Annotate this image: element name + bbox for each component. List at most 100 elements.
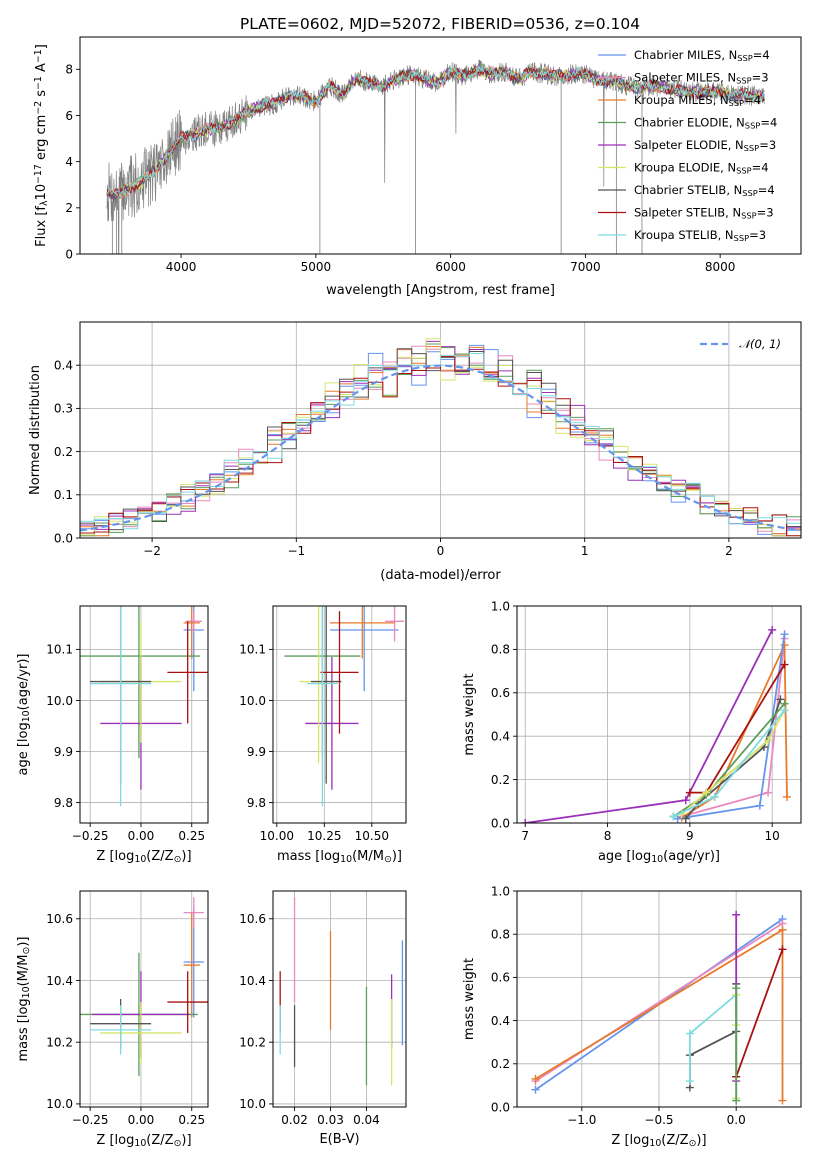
figure-title: PLATE=0602, MJD=52072, FIBERID=0536, z=0… <box>240 15 640 33</box>
x-tick-label: 10.00 <box>260 829 294 843</box>
weight-series <box>732 984 741 1105</box>
weight-marker <box>755 801 764 810</box>
y-tick-label: 0.6 <box>491 686 510 700</box>
x-tick-label: 10 <box>765 829 780 843</box>
legend-entry: Kroupa STELIB, NSSP=3 <box>634 228 766 243</box>
axes-frame <box>79 36 802 255</box>
y-tick-label: 0 <box>65 247 73 261</box>
weight-marker <box>710 792 719 801</box>
x-tick-label: 8 <box>604 829 612 843</box>
axes-frame <box>79 890 209 1108</box>
y-tick-label: 2 <box>65 201 73 215</box>
x-tick-label: 0.25 <box>178 829 205 843</box>
y-tick-label: 0.6 <box>491 971 510 985</box>
errorbar-point <box>305 657 359 790</box>
weight-line <box>681 709 786 815</box>
legend-entry: Salpeter STELIB, NSSP=3 <box>634 206 774 221</box>
panel-residuals: −2 −1 0 1 2 0.0 0.1 0.2 0.3 0.4 (data-model)/error… <box>28 321 802 583</box>
plot-area <box>106 59 766 254</box>
weight-marker <box>780 706 789 715</box>
x-tick-label: 7 <box>521 829 529 843</box>
panel-mass-vs-ebv: 0.02 0.03 0.04 10.0 10.2 10.4 10.6 E(B-V) <box>239 890 407 1147</box>
y-tick-label: 1.0 <box>491 599 510 613</box>
errorbar-point <box>320 611 359 734</box>
y-tick-label: 9.9 <box>247 745 266 759</box>
y-tick-label: 0.0 <box>491 1100 510 1114</box>
weight-marker <box>685 1077 694 1086</box>
x-tick-label: 4000 <box>166 260 197 274</box>
x-axis-label: Z [log10(Z/Z⊙)] <box>96 849 191 865</box>
errorbar-point <box>385 606 405 642</box>
legend-entry: Salpeter ELODIE, NSSP=3 <box>634 138 776 153</box>
y-tick-label: 10.4 <box>239 974 266 988</box>
errorbar-point <box>183 912 200 1018</box>
weight-marker <box>685 788 694 797</box>
weight-marker <box>778 945 787 954</box>
errorbar-point <box>100 1002 182 1064</box>
y-axis-label: age [log10(age/yr)] <box>16 653 32 775</box>
x-axis-label: Z [log10(Z/Z⊙)] <box>96 1133 191 1149</box>
axes-frame <box>272 890 407 1108</box>
weight-marker <box>778 925 787 934</box>
plot-area <box>273 891 406 1107</box>
legend-entry: Kroupa ELODIE, NSSP=4 <box>634 161 769 176</box>
plot-area <box>80 322 801 538</box>
y-tick-label: 9.9 <box>54 745 73 759</box>
weight-marker <box>732 1096 741 1105</box>
x-tick-label: 7000 <box>570 260 601 274</box>
weight-marker <box>780 630 789 639</box>
x-tick-label: 6000 <box>435 260 466 274</box>
weight-series <box>685 979 741 1092</box>
weight-marker <box>702 788 711 797</box>
x-tick-label: 10.50 <box>355 829 389 843</box>
y-tick-label: 10.0 <box>46 694 73 708</box>
weight-series <box>732 945 787 1081</box>
x-tick-label: 0.00 <box>128 1113 155 1127</box>
y-axis-label: mass weight <box>462 673 477 755</box>
y-tick-label: 0.4 <box>491 730 510 744</box>
weight-series <box>685 660 789 797</box>
y-tick-label: 1.0 <box>491 884 510 898</box>
weight-marker <box>669 812 678 821</box>
panel-mass-weight-vs-Z: −1.0 −0.5 0.0 0.0 0.2 0.4 0.6 0.8 1.0 Z [log10(Z/… <box>462 884 802 1149</box>
panel-mass-vs-Z: −0.25 0.00 0.25 10.0 10.2 10.4 10.6 Z [log10(Z/… <box>16 890 209 1149</box>
x-axis-label: (data-model)/error <box>380 568 501 583</box>
x-tick-label: 0.02 <box>281 1113 308 1127</box>
x-tick-label: 0.04 <box>353 1113 380 1127</box>
y-tick-label: 10.2 <box>239 1036 266 1050</box>
x-tick-label: 5000 <box>301 260 332 274</box>
legend: Chabrier MILES, NSSP=4 Salpeter MILES, NS… <box>598 48 777 243</box>
weight-line <box>681 638 786 818</box>
axes-frame <box>516 605 802 824</box>
x-tick-label: 2 <box>725 544 733 558</box>
y-tick-label: 0.3 <box>54 402 73 416</box>
x-tick-label: 0.0 <box>727 1113 746 1127</box>
x-axis-label: mass [log10(M/M⊙)] <box>277 849 402 865</box>
weight-marker <box>764 736 773 745</box>
weight-marker <box>778 1096 787 1105</box>
y-tick-label: 6 <box>65 109 73 123</box>
y-axis-label: Normed distribution <box>28 365 43 495</box>
y-tick-label: 0.4 <box>54 359 73 373</box>
legend-entry: Salpeter MILES, NSSP=3 <box>634 71 769 86</box>
x-tick-label: 0.03 <box>317 1113 344 1127</box>
x-axis-label: wavelength [Angstrom, rest frame] <box>326 283 555 298</box>
weight-marker <box>776 695 785 704</box>
model-spectrum <box>106 64 766 197</box>
y-axis-label: Flux [fλ10−17 erg cm−2 s−1 A−1] <box>33 44 50 247</box>
weight-line <box>525 629 774 823</box>
y-tick-label: 10.6 <box>46 912 73 926</box>
y-tick-label: 10.4 <box>46 974 73 988</box>
weight-series <box>669 706 789 821</box>
y-tick-label: 10.2 <box>46 1036 73 1050</box>
y-tick-label: 8 <box>65 63 73 77</box>
y-tick-label: 0.4 <box>491 1014 510 1028</box>
weight-series <box>685 990 741 1105</box>
observed-spectrum <box>106 59 765 254</box>
x-tick-label: −0.25 <box>72 1113 109 1127</box>
weight-line <box>735 948 784 1078</box>
weight-marker <box>531 1074 540 1083</box>
x-axis-label: E(B-V) <box>319 1132 359 1147</box>
weight-series <box>681 695 785 823</box>
x-axis-label: Z [log10(Z/Z⊙)] <box>611 1133 706 1149</box>
